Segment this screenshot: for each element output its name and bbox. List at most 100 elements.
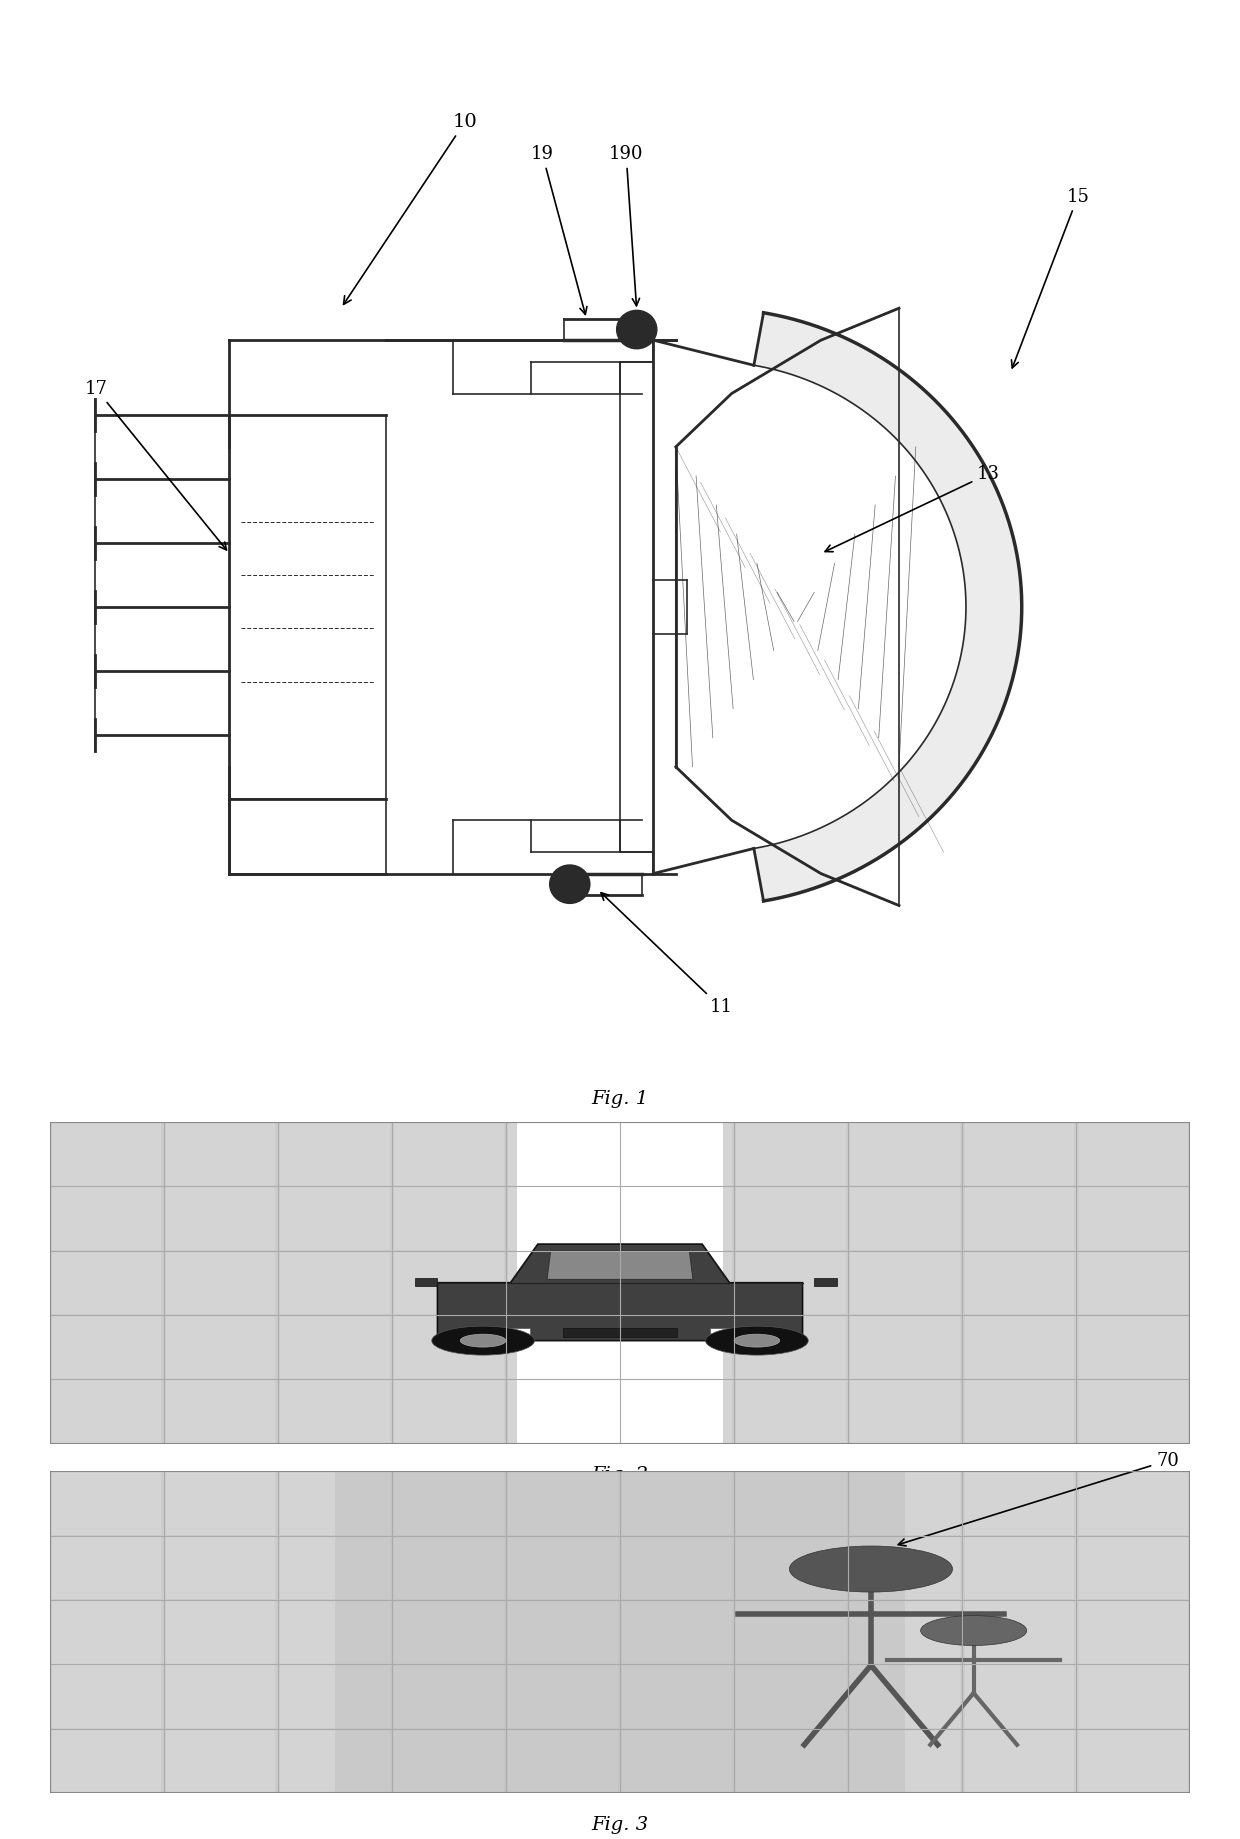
Bar: [280, 1664, 389, 1729]
Text: 13: 13: [825, 465, 1001, 552]
Bar: [851, 1186, 960, 1251]
Bar: [965, 1379, 1074, 1444]
Bar: [737, 1379, 846, 1444]
Bar: [52, 1122, 161, 1186]
Circle shape: [549, 864, 590, 903]
Circle shape: [734, 1335, 780, 1346]
Bar: [394, 1251, 503, 1315]
Bar: [1079, 1186, 1188, 1251]
Text: Fig. 2: Fig. 2: [591, 1466, 649, 1484]
Bar: [622, 1186, 732, 1251]
Bar: [508, 1536, 618, 1600]
Bar: [52, 1186, 161, 1251]
Bar: [394, 1664, 503, 1729]
Bar: [851, 1536, 960, 1600]
Bar: [1079, 1664, 1188, 1729]
Bar: [813, 1278, 837, 1285]
Bar: [166, 1664, 275, 1729]
Bar: [52, 1315, 161, 1379]
Bar: [965, 1536, 1074, 1600]
Bar: [166, 1471, 275, 1536]
Bar: [508, 1729, 618, 1793]
Bar: [166, 1122, 275, 1186]
Bar: [508, 1186, 618, 1251]
Bar: [851, 1315, 960, 1379]
Text: 17: 17: [84, 379, 227, 550]
Bar: [622, 1729, 732, 1793]
Bar: [394, 1315, 503, 1379]
Bar: [508, 1379, 618, 1444]
Bar: [166, 1729, 275, 1793]
Bar: [851, 1122, 960, 1186]
Bar: [166, 1379, 275, 1444]
Bar: [737, 1186, 846, 1251]
Text: 70: 70: [898, 1451, 1179, 1547]
Bar: [622, 1600, 732, 1664]
Polygon shape: [438, 1243, 802, 1341]
Bar: [472, 1328, 529, 1337]
Bar: [280, 1315, 389, 1379]
Bar: [737, 1315, 846, 1379]
Bar: [52, 1471, 161, 1536]
Bar: [711, 1328, 768, 1337]
Bar: [508, 1471, 618, 1536]
Bar: [851, 1729, 960, 1793]
Bar: [965, 1664, 1074, 1729]
Circle shape: [706, 1326, 808, 1355]
Bar: [851, 1471, 960, 1536]
Bar: [737, 1536, 846, 1600]
Bar: [517, 1122, 723, 1444]
Bar: [622, 1251, 732, 1315]
Bar: [563, 1328, 677, 1337]
Bar: [52, 1536, 161, 1600]
Bar: [622, 1471, 732, 1536]
Bar: [280, 1729, 389, 1793]
Bar: [508, 1122, 618, 1186]
Bar: [52, 1664, 161, 1729]
Bar: [737, 1122, 846, 1186]
Bar: [622, 1664, 732, 1729]
Bar: [394, 1186, 503, 1251]
Bar: [508, 1251, 618, 1315]
Circle shape: [920, 1616, 1027, 1646]
Bar: [622, 1315, 732, 1379]
Bar: [52, 1379, 161, 1444]
Bar: [1079, 1251, 1188, 1315]
Text: 190: 190: [609, 145, 644, 305]
Bar: [1079, 1536, 1188, 1600]
Bar: [737, 1471, 846, 1536]
Bar: [1079, 1729, 1188, 1793]
Bar: [851, 1600, 960, 1664]
Bar: [965, 1186, 1074, 1251]
Bar: [508, 1315, 618, 1379]
Bar: [851, 1664, 960, 1729]
Bar: [737, 1729, 846, 1793]
Bar: [508, 1600, 618, 1664]
Polygon shape: [754, 313, 1022, 901]
Bar: [166, 1600, 275, 1664]
Bar: [166, 1186, 275, 1251]
Bar: [851, 1251, 960, 1315]
Bar: [622, 1536, 732, 1600]
Text: Fig. 3: Fig. 3: [591, 1815, 649, 1833]
Text: Fig. 1: Fig. 1: [591, 1091, 649, 1109]
Bar: [1079, 1471, 1188, 1536]
Text: 11: 11: [601, 892, 733, 1017]
Text: 10: 10: [343, 112, 477, 305]
Bar: [166, 1251, 275, 1315]
Bar: [1079, 1122, 1188, 1186]
Bar: [280, 1600, 389, 1664]
Bar: [965, 1471, 1074, 1536]
Circle shape: [616, 311, 657, 349]
Bar: [280, 1186, 389, 1251]
Bar: [737, 1600, 846, 1664]
Text: 19: 19: [531, 145, 587, 314]
Bar: [394, 1729, 503, 1793]
Text: 15: 15: [1012, 188, 1089, 368]
Bar: [622, 1379, 732, 1444]
Bar: [851, 1379, 960, 1444]
Bar: [394, 1122, 503, 1186]
Bar: [280, 1122, 389, 1186]
Bar: [394, 1600, 503, 1664]
Bar: [414, 1278, 438, 1285]
